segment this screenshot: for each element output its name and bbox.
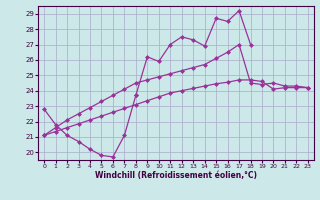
X-axis label: Windchill (Refroidissement éolien,°C): Windchill (Refroidissement éolien,°C) — [95, 171, 257, 180]
